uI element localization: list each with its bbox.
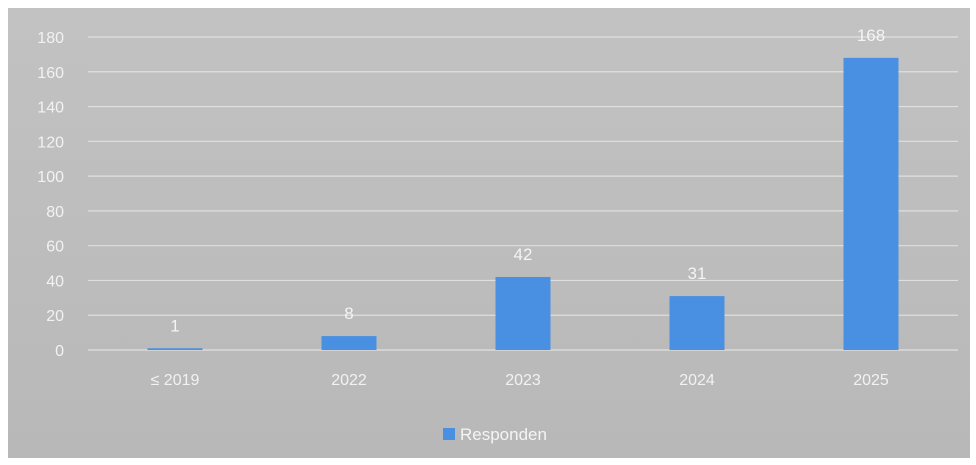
x-tick-label-2: 2022 xyxy=(331,372,367,389)
y-tick-label-40: 40 xyxy=(46,273,64,290)
data-label-4: 31 xyxy=(688,264,707,283)
y-tick-label-180: 180 xyxy=(37,30,64,47)
bar-3 xyxy=(495,276,551,350)
x-tick-label-5: 2025 xyxy=(853,372,889,389)
y-tick-label-140: 140 xyxy=(37,100,64,117)
x-tick-label-1: ≤ 2019 xyxy=(151,372,200,389)
y-tick-label-0: 0 xyxy=(55,343,64,360)
data-labels: 1 8 42 31 168 xyxy=(170,26,885,335)
data-label-3: 42 xyxy=(514,245,533,264)
legend: Responden xyxy=(443,425,547,444)
y-axis-tick-labels: 0 20 40 60 80 100 120 140 160 180 xyxy=(37,30,64,360)
x-axis-tick-labels: ≤ 2019 2022 2023 2024 2025 xyxy=(151,372,889,389)
x-tick-label-3: 2023 xyxy=(505,372,541,389)
y-tick-label-120: 120 xyxy=(37,134,64,151)
y-tick-label-160: 160 xyxy=(37,65,64,82)
y-tick-label-20: 20 xyxy=(46,308,64,325)
bar-4 xyxy=(669,296,725,350)
legend-label-responden: Responden xyxy=(460,425,547,444)
bar-1 xyxy=(147,348,203,350)
y-tick-label-80: 80 xyxy=(46,204,64,221)
chart-panel xyxy=(8,8,970,458)
data-label-1: 1 xyxy=(170,316,179,335)
data-label-2: 8 xyxy=(344,304,353,323)
x-tick-label-4: 2024 xyxy=(679,372,715,389)
legend-swatch-responden xyxy=(443,428,455,440)
y-tick-label-100: 100 xyxy=(37,169,64,186)
bars xyxy=(147,57,899,350)
y-tick-label-60: 60 xyxy=(46,239,64,256)
bar-2 xyxy=(321,336,377,350)
data-label-5: 168 xyxy=(857,26,885,45)
bar-5 xyxy=(843,57,899,350)
